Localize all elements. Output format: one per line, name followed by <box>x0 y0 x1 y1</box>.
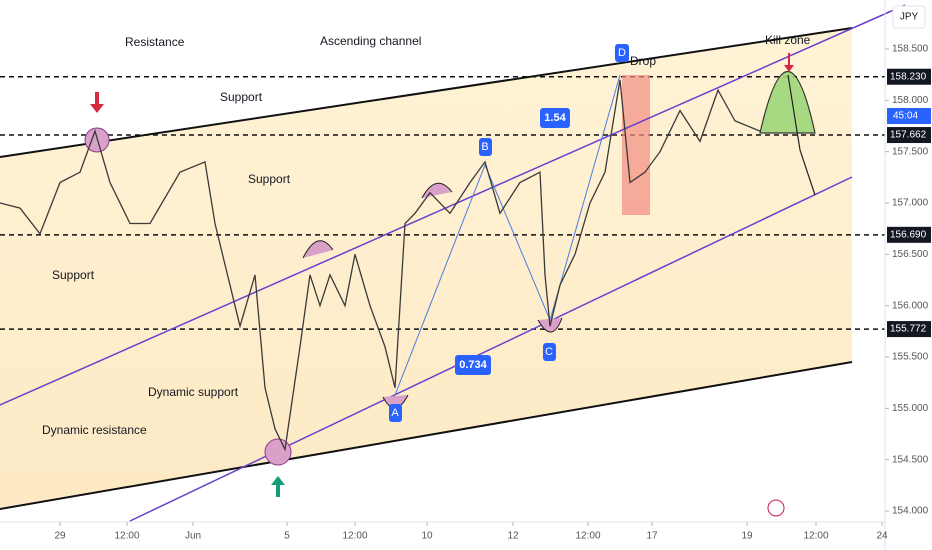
point-label: D <box>618 47 626 59</box>
kill-zone <box>759 70 816 134</box>
y-tick-label: 155.000 <box>892 403 929 414</box>
event-icon <box>767 499 785 517</box>
x-tick-label: 24 <box>876 531 888 542</box>
x-tick-label: 29 <box>54 531 66 542</box>
dynamic-support-line <box>129 176 853 522</box>
level-badge <box>887 127 931 144</box>
annotation: Dynamic resistance <box>42 423 147 437</box>
annotation: Support <box>248 172 291 186</box>
y-tick-label: 156.000 <box>892 300 929 311</box>
y-tick-label: 158.500 <box>892 44 929 55</box>
annotation: Kill zone <box>765 33 811 47</box>
y-tick-label: 154.500 <box>892 454 929 465</box>
x-tick-label: 12:00 <box>114 531 139 542</box>
ratio-badge <box>455 355 491 375</box>
x-tick-label: Jun <box>185 531 201 542</box>
annotation: Dynamic support <box>148 385 239 399</box>
annotation: Support <box>220 90 263 104</box>
x-tick-label: 10 <box>421 531 433 542</box>
touch-arc <box>302 240 334 259</box>
level-label: 158.230 <box>890 71 927 82</box>
x-tick-label: 12:00 <box>342 531 367 542</box>
point-badge <box>615 44 629 62</box>
point-label: B <box>481 141 488 153</box>
up-arrow <box>271 476 285 497</box>
down-arrow <box>90 92 104 113</box>
y-tick-label: 157.000 <box>892 198 929 209</box>
level-label: 155.772 <box>890 324 927 335</box>
annotation: Drop <box>630 54 656 68</box>
x-tick-label: 19 <box>741 531 753 542</box>
y-tick-label: 155.500 <box>892 352 929 363</box>
x-tick-label: 17 <box>646 531 658 542</box>
level-label: 157.662 <box>890 130 927 141</box>
x-tick-label: 12 <box>507 531 519 542</box>
point-label: A <box>391 407 399 419</box>
y-tick-label: 157.500 <box>892 146 929 157</box>
countdown-badge <box>887 108 931 125</box>
currency: JPY <box>900 12 919 23</box>
ratio-badge <box>540 108 570 128</box>
point-label: C <box>545 346 553 358</box>
x-tick-label: 12:00 <box>803 531 828 542</box>
point-badge <box>543 343 556 361</box>
projection-arrow <box>787 74 816 196</box>
level-badge <box>887 68 931 85</box>
y-tick-label: 154.000 <box>892 506 929 517</box>
level-badge <box>887 321 931 338</box>
ratio-label: 0.734 <box>459 359 487 371</box>
annotation: Support <box>52 268 95 282</box>
ratio-label: 1.54 <box>544 112 566 124</box>
countdown: 45:04 <box>893 111 918 122</box>
resistance-line <box>0 27 853 158</box>
abcd-pattern <box>394 74 621 396</box>
annotation: Ascending channel <box>320 34 421 48</box>
level-badge <box>887 226 931 243</box>
y-tick-label: 158.000 <box>892 95 929 106</box>
x-tick-label: 5 <box>284 531 290 542</box>
support-line <box>0 361 853 510</box>
annotation: Resistance <box>125 35 185 49</box>
x-tick-label: 12:00 <box>575 531 600 542</box>
touch-circle <box>264 438 292 466</box>
point-badge <box>479 138 492 156</box>
currency-box <box>892 5 926 29</box>
y-tick-label: 156.500 <box>892 249 929 260</box>
dynamic-resistance-line <box>0 4 906 406</box>
price-line <box>0 79 761 452</box>
point-badge <box>389 404 402 422</box>
down-arrow <box>784 53 794 72</box>
level-label: 156.690 <box>890 229 927 240</box>
